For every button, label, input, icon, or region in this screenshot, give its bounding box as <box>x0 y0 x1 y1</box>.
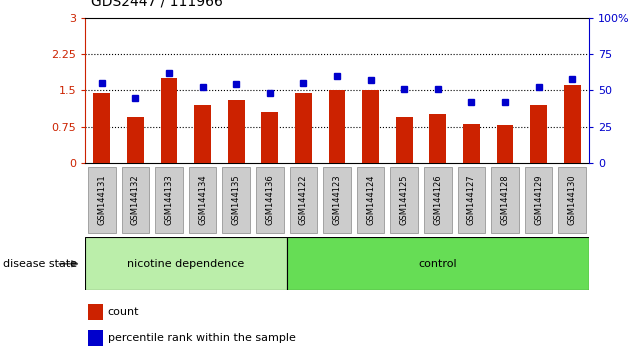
Bar <box>88 330 103 346</box>
Text: percentile rank within the sample: percentile rank within the sample <box>108 333 295 343</box>
FancyBboxPatch shape <box>424 167 452 233</box>
Bar <box>564 85 581 163</box>
Bar <box>93 93 110 163</box>
Text: disease state: disease state <box>3 259 77 269</box>
Text: GSM144136: GSM144136 <box>265 175 274 225</box>
Text: GSM144134: GSM144134 <box>198 175 207 225</box>
Bar <box>362 90 379 163</box>
Text: GSM144123: GSM144123 <box>333 175 341 225</box>
Text: GSM144122: GSM144122 <box>299 175 308 225</box>
Bar <box>261 112 278 163</box>
Bar <box>161 78 178 163</box>
Text: GSM144130: GSM144130 <box>568 175 576 225</box>
Bar <box>463 124 480 163</box>
Bar <box>496 125 513 163</box>
FancyBboxPatch shape <box>256 167 284 233</box>
Text: GSM144127: GSM144127 <box>467 175 476 225</box>
Bar <box>329 90 345 163</box>
Bar <box>430 114 446 163</box>
Bar <box>88 304 103 320</box>
FancyBboxPatch shape <box>287 237 589 290</box>
FancyBboxPatch shape <box>222 167 250 233</box>
FancyBboxPatch shape <box>189 167 217 233</box>
FancyBboxPatch shape <box>88 167 116 233</box>
FancyBboxPatch shape <box>558 167 586 233</box>
FancyBboxPatch shape <box>122 167 149 233</box>
Text: GSM144129: GSM144129 <box>534 175 543 225</box>
FancyBboxPatch shape <box>290 167 318 233</box>
Bar <box>194 105 211 163</box>
Text: GSM144132: GSM144132 <box>131 175 140 225</box>
Bar <box>228 100 244 163</box>
Text: GSM144128: GSM144128 <box>501 175 510 225</box>
Text: GSM144125: GSM144125 <box>400 175 409 225</box>
FancyBboxPatch shape <box>85 237 287 290</box>
FancyBboxPatch shape <box>391 167 418 233</box>
FancyBboxPatch shape <box>323 167 351 233</box>
Text: control: control <box>418 259 457 269</box>
FancyBboxPatch shape <box>155 167 183 233</box>
Text: GSM144124: GSM144124 <box>366 175 375 225</box>
Text: nicotine dependence: nicotine dependence <box>127 259 244 269</box>
Text: GSM144135: GSM144135 <box>232 175 241 225</box>
FancyBboxPatch shape <box>491 167 519 233</box>
Bar <box>127 117 144 163</box>
Text: count: count <box>108 307 139 317</box>
Text: GDS2447 / 111966: GDS2447 / 111966 <box>91 0 223 9</box>
FancyBboxPatch shape <box>525 167 553 233</box>
Bar <box>530 105 547 163</box>
Bar <box>396 117 413 163</box>
Text: GSM144126: GSM144126 <box>433 175 442 225</box>
FancyBboxPatch shape <box>457 167 485 233</box>
FancyBboxPatch shape <box>357 167 384 233</box>
Text: GSM144131: GSM144131 <box>98 175 106 225</box>
Bar <box>295 93 312 163</box>
Text: GSM144133: GSM144133 <box>164 175 173 225</box>
